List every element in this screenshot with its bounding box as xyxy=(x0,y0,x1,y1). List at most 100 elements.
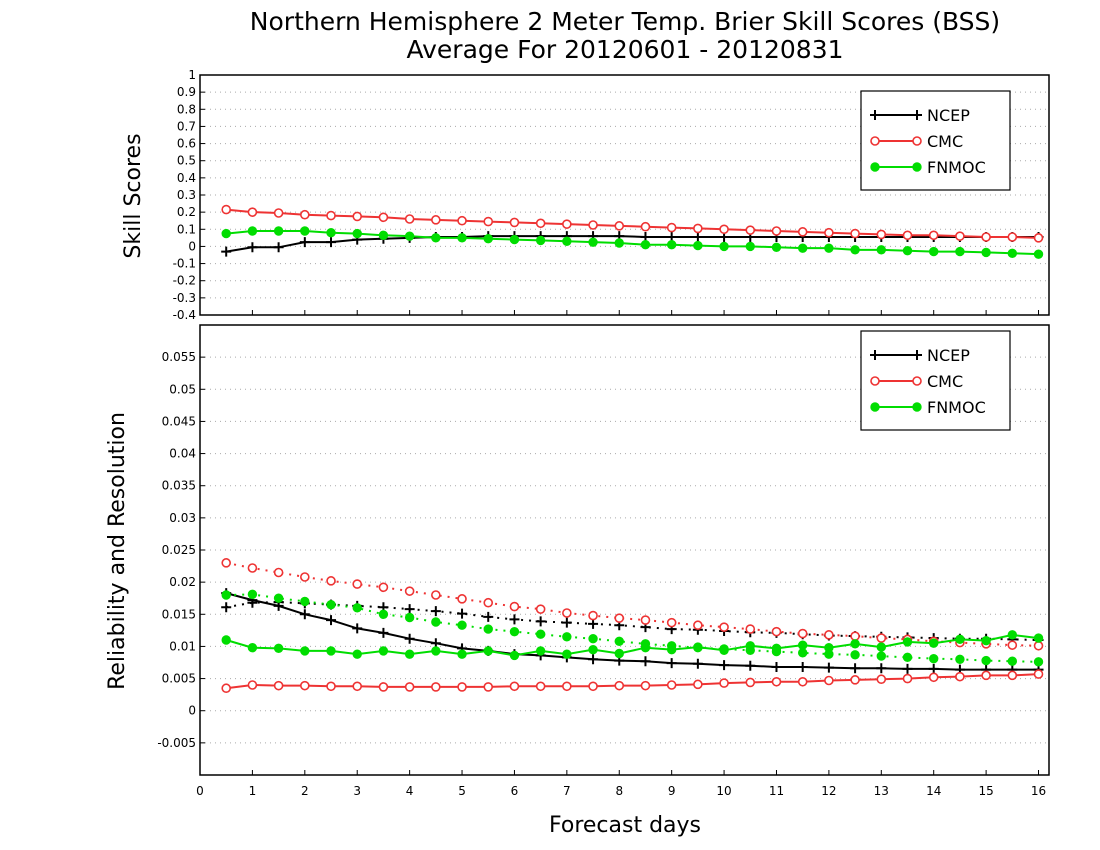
legend-marker xyxy=(870,402,880,412)
data-point xyxy=(588,618,599,629)
data-point xyxy=(509,601,520,612)
data-point xyxy=(745,660,756,671)
data-point xyxy=(588,644,598,655)
data-point xyxy=(247,597,258,608)
data-point xyxy=(666,641,677,651)
data-point xyxy=(719,678,729,688)
data-point xyxy=(850,639,860,649)
data-point xyxy=(535,646,546,656)
data-point xyxy=(955,654,965,664)
data-point xyxy=(745,645,755,655)
data-point xyxy=(876,651,886,661)
data-point xyxy=(326,228,336,238)
legend-marker xyxy=(912,162,922,172)
data-point xyxy=(876,633,887,643)
reliability-resolution-panel: -0.005 0 0.005 0.01 0.015 0.02 0.025 0.03 0.035 0… xyxy=(157,324,1050,798)
data-point xyxy=(300,680,310,691)
data-point xyxy=(588,220,598,230)
data-point xyxy=(745,677,756,688)
x-tick-label: 3 xyxy=(353,784,361,798)
y-tick-label: 0.025 xyxy=(162,543,196,557)
data-point xyxy=(666,658,677,669)
data-point xyxy=(693,240,703,251)
x-tick-label: 4 xyxy=(406,784,414,798)
data-point xyxy=(1007,232,1018,242)
data-point xyxy=(509,234,520,245)
data-point xyxy=(352,649,362,659)
data-point xyxy=(824,630,834,640)
data-point xyxy=(614,636,624,646)
data-point xyxy=(1033,657,1044,667)
x-tick-label: 2 xyxy=(301,784,309,798)
data-point xyxy=(247,242,258,253)
data-point xyxy=(431,682,441,692)
data-point xyxy=(614,648,624,659)
data-point xyxy=(404,682,415,692)
data-point xyxy=(352,681,363,692)
data-point xyxy=(719,644,729,654)
y-tick-label: 0.2 xyxy=(177,205,196,219)
data-point xyxy=(614,613,625,623)
data-point xyxy=(300,572,310,582)
data-point xyxy=(719,622,729,632)
data-point xyxy=(981,635,991,646)
data-point xyxy=(797,227,808,237)
data-point xyxy=(326,210,336,221)
x-tick-label: 1 xyxy=(249,784,257,798)
x-tick-label: 0 xyxy=(196,784,204,798)
y-tick-label: 0.04 xyxy=(169,447,196,461)
data-point xyxy=(745,624,756,634)
data-point xyxy=(221,683,232,694)
x-tick-label: 12 xyxy=(821,784,836,798)
data-point xyxy=(955,671,965,682)
legend-label: CMC xyxy=(927,372,963,391)
x-tick-label: 15 xyxy=(978,784,993,798)
data-point xyxy=(299,609,310,620)
y-tick-label: 0.1 xyxy=(177,222,196,236)
legend-marker xyxy=(912,376,922,386)
data-point xyxy=(771,676,782,687)
data-point xyxy=(1033,640,1044,651)
y-tick-label: 0.4 xyxy=(177,171,196,185)
data-point xyxy=(221,204,232,215)
data-point xyxy=(483,216,494,227)
data-point xyxy=(457,233,467,243)
data-point xyxy=(247,563,258,573)
data-point xyxy=(535,235,546,246)
series-fnmoc-solid xyxy=(221,226,1044,259)
legend-label: FNMOC xyxy=(927,398,986,417)
y-tick-label: 0.045 xyxy=(162,414,196,428)
data-point xyxy=(797,628,808,639)
data-point xyxy=(483,646,493,656)
y-tick-label: 0.9 xyxy=(177,85,196,99)
series-cmc-solid xyxy=(221,669,1044,694)
data-point xyxy=(352,211,363,222)
data-point xyxy=(1007,656,1018,666)
data-point xyxy=(955,634,965,645)
data-point xyxy=(326,599,336,610)
data-point xyxy=(588,610,598,621)
data-point xyxy=(981,247,991,258)
data-point xyxy=(666,680,677,690)
legend-marker xyxy=(870,376,880,386)
data-point xyxy=(1033,249,1044,259)
data-point xyxy=(1007,248,1018,258)
data-point xyxy=(850,675,860,685)
data-point xyxy=(614,238,624,248)
series-line xyxy=(226,593,1039,663)
data-point xyxy=(299,237,310,248)
data-point xyxy=(928,663,939,674)
data-point xyxy=(824,675,834,686)
data-point xyxy=(378,582,389,593)
data-point xyxy=(929,246,939,257)
data-point xyxy=(745,241,755,252)
data-point xyxy=(850,650,860,660)
y-tick-label: 0.3 xyxy=(177,188,196,202)
x-tick-label: 7 xyxy=(563,784,571,798)
data-point xyxy=(378,609,389,619)
data-point xyxy=(273,643,284,654)
data-point xyxy=(771,662,782,672)
data-point xyxy=(902,652,913,663)
data-point xyxy=(457,682,467,692)
legend-marker xyxy=(870,136,880,146)
